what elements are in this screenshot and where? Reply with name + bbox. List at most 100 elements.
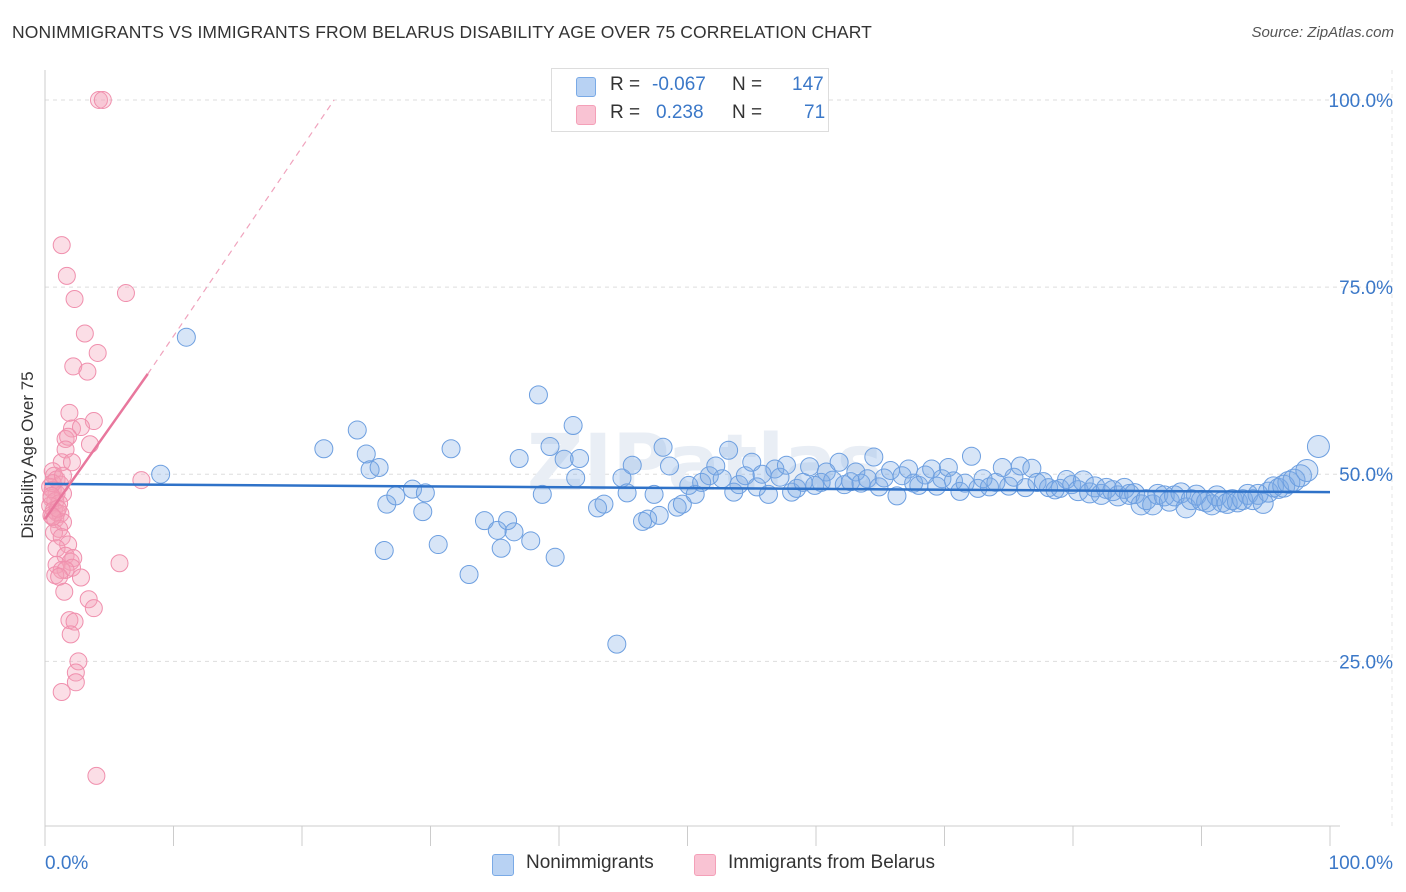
belarus-point bbox=[116, 284, 135, 303]
chart-title: NONIMMIGRANTS VS IMMIGRANTS FROM BELARUS… bbox=[12, 22, 872, 42]
r-label: R = bbox=[610, 74, 641, 95]
belarus-trend-line bbox=[43, 373, 149, 520]
belarus-point bbox=[57, 266, 76, 285]
nonimmigrants-point bbox=[428, 535, 448, 555]
belarus-point bbox=[53, 466, 72, 485]
belarus-point bbox=[84, 599, 103, 618]
nonimmigrants-point bbox=[869, 477, 889, 497]
belarus-point bbox=[93, 90, 112, 109]
nonimmigrants-legend-label: Nonimmigrants bbox=[526, 852, 654, 873]
nonimmigrants-point bbox=[151, 464, 171, 484]
nonimmigrants-point bbox=[374, 541, 394, 561]
nonimmigrants-point bbox=[566, 468, 586, 488]
nonimmigrants-point bbox=[1015, 478, 1035, 498]
nonimmigrants-point bbox=[1010, 456, 1030, 476]
nonimmigrants-point bbox=[1295, 458, 1319, 482]
nonimmigrants-point bbox=[347, 420, 367, 440]
nonimmigrants-point bbox=[314, 439, 334, 459]
nonimmigrants-point bbox=[532, 484, 552, 504]
nonimmigrants-point bbox=[622, 455, 642, 475]
belarus-swatch bbox=[576, 105, 596, 125]
axis-labels: 25.0% 50.0% 75.0% 100.0% 0.0% 100.0% Disabilit… bbox=[18, 91, 1393, 874]
nonimmigrants-point bbox=[961, 446, 981, 466]
belarus-point bbox=[88, 343, 107, 362]
nonimmigrants-point bbox=[413, 502, 433, 522]
nonimmigrants-point bbox=[776, 455, 796, 475]
x-tick-label-min: 0.0% bbox=[45, 853, 88, 874]
series-belarus-points bbox=[41, 90, 151, 785]
nonimmigrants-point bbox=[403, 479, 423, 499]
grid-lines bbox=[45, 70, 1393, 826]
nonimmigrants-point bbox=[706, 456, 726, 476]
nonimmigrants-point bbox=[955, 473, 975, 493]
nonimmigrants-point bbox=[563, 416, 583, 436]
nonimmigrants-point bbox=[747, 477, 767, 497]
belarus-legend-label: Immigrants from Belarus bbox=[728, 852, 935, 873]
nonimmigrants-point bbox=[1119, 483, 1141, 505]
nonimmigrants-point bbox=[758, 484, 778, 504]
y-tick-label: 25.0% bbox=[1339, 652, 1393, 673]
nonimmigrants-point bbox=[491, 538, 511, 558]
source-attribution: Source: ZipAtlas.com bbox=[1251, 24, 1394, 41]
nonimmigrants-point bbox=[719, 440, 739, 460]
n-value: 71 bbox=[804, 102, 826, 123]
belarus-point bbox=[56, 430, 75, 449]
nonimmigrants-point bbox=[528, 385, 548, 405]
r-label: R = bbox=[610, 102, 641, 123]
nonimmigrants-point bbox=[504, 522, 524, 542]
belarus-point bbox=[69, 652, 88, 671]
nonimmigrants-point bbox=[540, 437, 560, 457]
nonimmigrants-point bbox=[864, 447, 884, 467]
axes bbox=[44, 70, 1340, 846]
belarus-point bbox=[59, 535, 78, 554]
nonimmigrants-point bbox=[653, 437, 673, 457]
r-value: 0.238 bbox=[656, 102, 704, 123]
nonimmigrants-point bbox=[899, 459, 919, 479]
belarus-point bbox=[56, 561, 75, 580]
belarus-point bbox=[47, 539, 66, 558]
nonimmigrants-point bbox=[554, 449, 574, 469]
nonimmigrants-point bbox=[386, 486, 406, 506]
y-tick-label: 75.0% bbox=[1339, 278, 1393, 299]
nonimmigrants-point bbox=[1306, 435, 1330, 459]
belarus-point bbox=[89, 90, 108, 109]
nonimmigrants-point bbox=[1124, 483, 1146, 505]
nonimmigrants-point bbox=[633, 511, 653, 531]
nonimmigrants-legend-swatch bbox=[492, 854, 514, 876]
belarus-point bbox=[110, 554, 129, 573]
nonimmigrants-point bbox=[570, 448, 590, 468]
n-value: 147 bbox=[792, 74, 824, 95]
nonimmigrants-point bbox=[1062, 475, 1082, 495]
n-label: N = bbox=[732, 102, 763, 123]
nonimmigrants-point bbox=[649, 505, 669, 525]
belarus-point bbox=[71, 418, 90, 437]
belarus-point bbox=[52, 236, 71, 255]
nonimmigrants-point bbox=[588, 498, 608, 518]
nonimmigrants-point bbox=[607, 634, 627, 654]
nonimmigrants-point bbox=[498, 511, 518, 531]
belarus-point bbox=[66, 663, 85, 682]
nonimmigrants-point bbox=[1022, 458, 1042, 478]
nonimmigrants-point bbox=[660, 456, 680, 476]
nonimmigrants-point bbox=[638, 509, 658, 529]
nonimmigrants-point bbox=[887, 486, 907, 506]
belarus-point bbox=[61, 625, 80, 644]
nonimmigrants-swatch bbox=[576, 77, 596, 97]
x-tick-label-max: 100.0% bbox=[1329, 853, 1394, 874]
nonimmigrants-point bbox=[509, 448, 529, 468]
nonimmigrants-point bbox=[932, 469, 952, 489]
nonimmigrants-point bbox=[667, 497, 687, 517]
nonimmigrants-point bbox=[841, 472, 861, 492]
n-label: N = bbox=[732, 74, 763, 95]
nonimmigrants-point bbox=[415, 483, 435, 503]
nonimmigrants-point bbox=[1252, 492, 1274, 514]
correlation-legend: R = -0.067 N = 147 R = 0.238 N = 71 bbox=[551, 68, 829, 132]
nonimmigrants-point bbox=[487, 520, 507, 540]
nonimmigrants-point bbox=[1147, 483, 1169, 505]
belarus-point bbox=[64, 357, 83, 376]
nonimmigrants-point bbox=[672, 494, 692, 514]
belarus-legend-swatch bbox=[694, 854, 716, 876]
y-tick-label: 50.0% bbox=[1339, 465, 1393, 486]
nonimmigrants-point bbox=[800, 457, 820, 477]
